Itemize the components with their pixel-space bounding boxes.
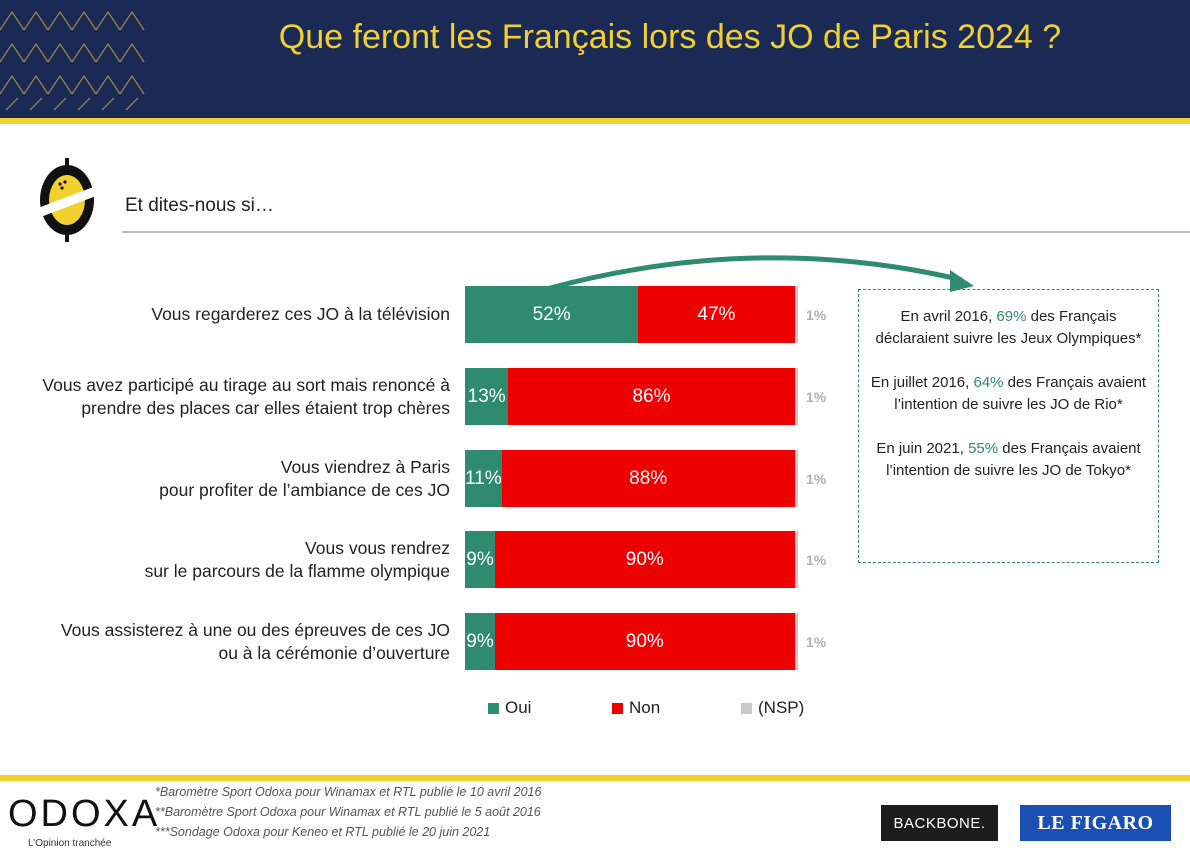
note-text: En juin 2021, bbox=[876, 440, 969, 457]
bar-oui: 13% bbox=[465, 368, 509, 425]
bar-nsp bbox=[794, 613, 798, 670]
legend-label: Oui bbox=[505, 698, 532, 717]
row-label: Vous regarderez ces JO à la télévision bbox=[151, 303, 450, 326]
footnote: *Baromètre Sport Odoxa pour Winamax et R… bbox=[155, 785, 542, 799]
bar-nsp bbox=[794, 286, 798, 343]
row-label-line: Vous viendrez à Paris bbox=[280, 456, 450, 477]
legend-swatch bbox=[741, 702, 752, 714]
legend-swatch bbox=[612, 702, 623, 714]
note-paragraph: En juillet 2016, 64% des Français avaien… bbox=[869, 372, 1148, 416]
nsp-value-label: 1% bbox=[806, 633, 827, 650]
arrow-to-note-icon bbox=[549, 255, 974, 292]
row-label: Vous avez participé au tirage au sort ma… bbox=[42, 374, 450, 420]
note-percent: 55% bbox=[968, 440, 999, 457]
footnotes: *Baromètre Sport Odoxa pour Winamax et R… bbox=[155, 782, 541, 842]
note-text: des Français déclaraient suivre les Jeux… bbox=[875, 308, 1142, 347]
bar-non: 47% bbox=[638, 286, 795, 343]
header-divider bbox=[0, 118, 1190, 124]
legend-label: Non bbox=[629, 698, 661, 717]
header-pattern-decoration bbox=[0, 10, 145, 111]
nsp-value-label: 1% bbox=[806, 551, 827, 568]
historical-note-box: En avril 2016, 69% des Français déclarai… bbox=[858, 289, 1159, 563]
row-label-line: Vous regarderez ces JO à la télévision bbox=[151, 304, 450, 324]
bar-nsp bbox=[794, 368, 798, 425]
row-label-line: Vous assisterez à une ou des épreuves de… bbox=[60, 619, 450, 640]
backbone-logo: BACKBONE. bbox=[881, 805, 998, 841]
header-banner: Que feront les Français lors des JO de P… bbox=[0, 0, 1190, 118]
bar-non: 86% bbox=[508, 368, 795, 425]
bar-oui: 9% bbox=[465, 531, 495, 588]
subtitle-divider bbox=[122, 231, 1190, 233]
footer-divider bbox=[0, 775, 1190, 781]
nsp-value-label: 1% bbox=[806, 388, 827, 405]
note-text: des Français avaient l’intention de suiv… bbox=[886, 440, 1141, 479]
bar-non: 90% bbox=[494, 613, 795, 670]
row-label: Vous assisterez à une ou des épreuves de… bbox=[61, 619, 450, 665]
note-paragraph: En avril 2016, 69% des Français déclarai… bbox=[869, 306, 1148, 350]
row-label-line: pour profiter de l’ambiance de ces JO bbox=[159, 479, 450, 500]
bar-nsp bbox=[794, 450, 798, 507]
legend-item: Non bbox=[612, 698, 660, 718]
row-label-line: prendre des places car elles étaient tro… bbox=[81, 397, 450, 418]
note-percent: 64% bbox=[973, 374, 1004, 391]
nsp-value-label: 1% bbox=[806, 470, 827, 487]
page-title: Que feront les Français lors des JO de P… bbox=[278, 18, 1062, 56]
bar-oui: 52% bbox=[465, 286, 639, 343]
note-text: des Français avaient l’intention de suiv… bbox=[894, 374, 1147, 413]
row-label-line: Vous avez participé au tirage au sort ma… bbox=[42, 374, 450, 395]
row-label: Vous vous rendrez sur le parcours de la f… bbox=[145, 537, 450, 583]
note-text: En juillet 2016, bbox=[870, 374, 974, 391]
row-label-line: ou à la cérémonie d’ouverture bbox=[218, 642, 450, 663]
note-percent: 69% bbox=[996, 308, 1027, 325]
odoxa-tagline: L’Opinion tranchée bbox=[28, 838, 112, 849]
chart-subtitle: Et dites-nous si… bbox=[125, 195, 274, 216]
odoxa-question-icon bbox=[38, 158, 96, 242]
odoxa-logo: ODOXA bbox=[8, 793, 161, 835]
bar-nsp bbox=[794, 531, 798, 588]
legend-item: Oui bbox=[488, 698, 531, 718]
nsp-value-label: 1% bbox=[806, 306, 827, 323]
bar-oui: 9% bbox=[465, 613, 495, 670]
footnote: **Baromètre Sport Odoxa pour Winamax et … bbox=[155, 805, 541, 819]
legend-label: (NSP) bbox=[758, 698, 805, 717]
footnote: ***Sondage Odoxa pour Keneo et RTL publi… bbox=[155, 825, 491, 839]
bar-oui: 11% bbox=[465, 450, 502, 507]
row-label-line: Vous vous rendrez bbox=[305, 537, 450, 558]
legend-swatch bbox=[488, 702, 499, 714]
legend-item: (NSP) bbox=[741, 698, 804, 718]
bar-non: 88% bbox=[501, 450, 795, 507]
note-paragraph: En juin 2021, 55% des Français avaient l… bbox=[869, 438, 1148, 482]
note-text: En avril 2016, bbox=[900, 308, 997, 325]
row-label-line: sur le parcours de la flamme olympique bbox=[144, 560, 450, 581]
le-figaro-logo: LE FIGARO bbox=[1020, 805, 1171, 841]
bar-non: 90% bbox=[494, 531, 795, 588]
row-label: Vous viendrez à Paris pour profiter de l’… bbox=[159, 456, 450, 502]
